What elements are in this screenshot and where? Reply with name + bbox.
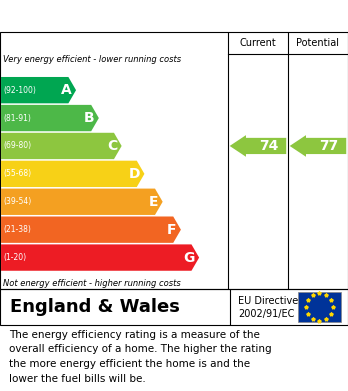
Text: D: D <box>129 167 140 181</box>
Text: B: B <box>84 111 95 125</box>
Text: Potential: Potential <box>296 38 340 48</box>
Text: lower the fuel bills will be.: lower the fuel bills will be. <box>9 374 145 384</box>
Text: (69-80): (69-80) <box>3 142 32 151</box>
Text: (81-91): (81-91) <box>3 113 31 122</box>
Text: A: A <box>61 83 72 97</box>
Polygon shape <box>1 188 163 215</box>
Text: (1-20): (1-20) <box>3 253 26 262</box>
Text: C: C <box>107 139 118 153</box>
Text: 2002/91/EC: 2002/91/EC <box>238 309 295 319</box>
Text: (92-100): (92-100) <box>3 86 36 95</box>
Text: overall efficiency of a home. The higher the rating: overall efficiency of a home. The higher… <box>9 344 271 354</box>
Polygon shape <box>290 135 346 157</box>
Polygon shape <box>1 244 199 271</box>
Text: EU Directive: EU Directive <box>238 296 299 305</box>
Polygon shape <box>1 161 144 187</box>
Text: Current: Current <box>239 38 276 48</box>
Polygon shape <box>1 77 76 103</box>
Text: Not energy efficient - higher running costs: Not energy efficient - higher running co… <box>3 279 181 288</box>
Text: (55-68): (55-68) <box>3 169 32 178</box>
Text: (39-54): (39-54) <box>3 197 32 206</box>
Text: England & Wales: England & Wales <box>10 298 180 316</box>
Text: Energy Efficiency Rating: Energy Efficiency Rating <box>9 9 230 23</box>
Text: (21-38): (21-38) <box>3 225 31 234</box>
Polygon shape <box>1 217 181 243</box>
Text: 74: 74 <box>259 139 278 153</box>
Polygon shape <box>230 135 286 157</box>
Text: G: G <box>184 251 195 265</box>
Text: 77: 77 <box>319 139 338 153</box>
Bar <box>298 292 341 322</box>
Polygon shape <box>1 105 99 131</box>
Text: The energy efficiency rating is a measure of the: The energy efficiency rating is a measur… <box>9 330 260 340</box>
Text: the more energy efficient the home is and the: the more energy efficient the home is an… <box>9 359 250 369</box>
Text: E: E <box>149 195 158 209</box>
Polygon shape <box>1 133 122 159</box>
Text: Very energy efficient - lower running costs: Very energy efficient - lower running co… <box>3 55 182 64</box>
Text: F: F <box>167 222 177 237</box>
